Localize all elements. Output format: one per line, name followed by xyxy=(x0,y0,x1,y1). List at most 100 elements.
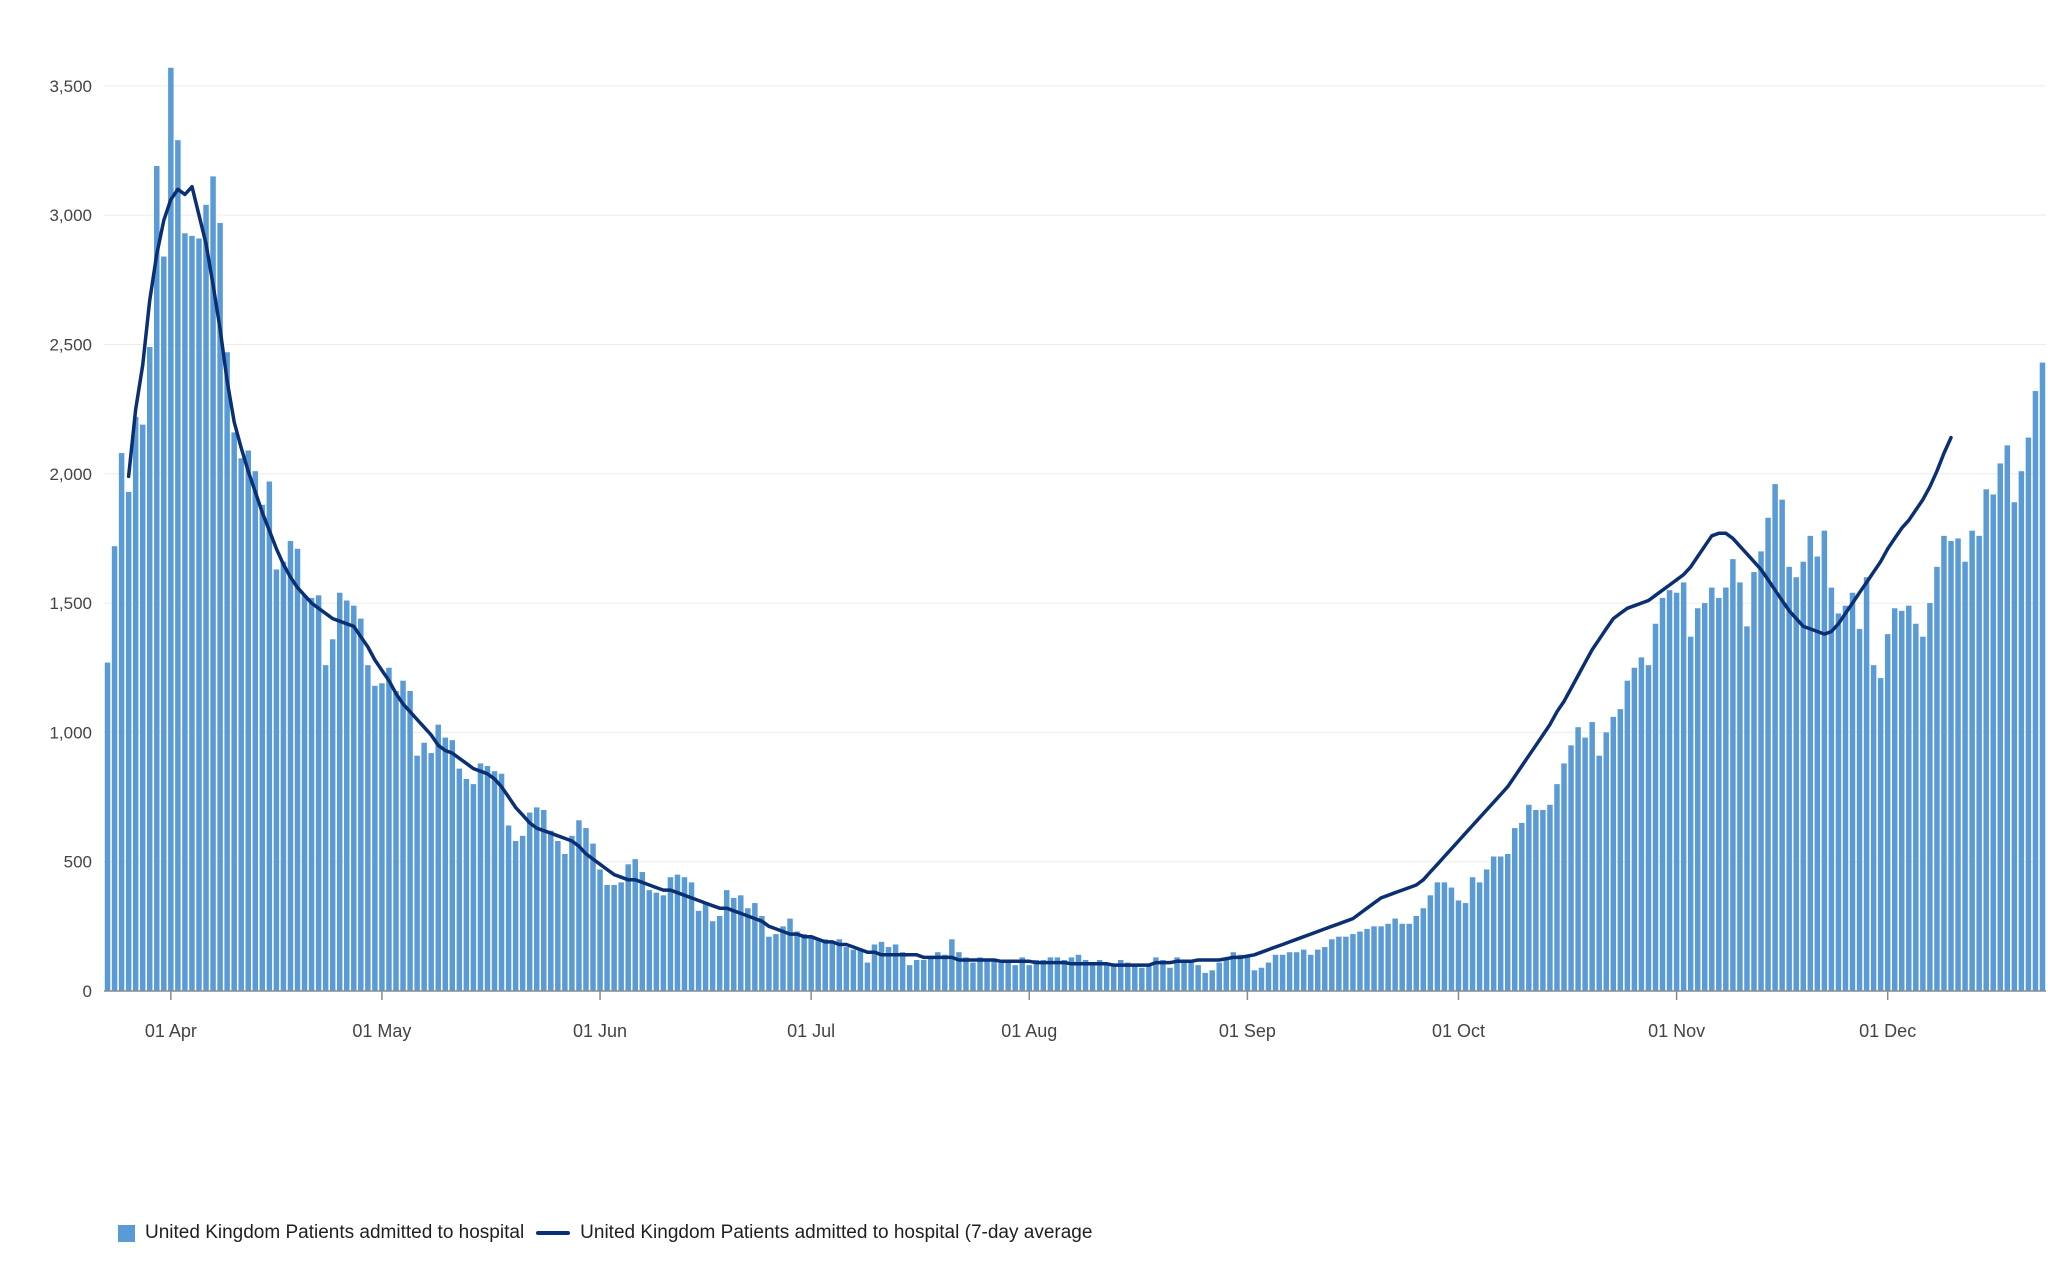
bar[interactable] xyxy=(759,916,765,991)
bar[interactable] xyxy=(1969,530,1975,991)
bar[interactable] xyxy=(1469,877,1476,991)
bar[interactable] xyxy=(104,662,111,991)
bar[interactable] xyxy=(1293,952,1300,991)
bar[interactable] xyxy=(259,504,266,991)
bar[interactable] xyxy=(2004,445,2011,991)
bar[interactable] xyxy=(266,481,273,991)
bar[interactable] xyxy=(1181,962,1187,991)
bar[interactable] xyxy=(752,903,758,991)
bar[interactable] xyxy=(1948,541,1954,991)
bar[interactable] xyxy=(569,835,575,991)
bar[interactable] xyxy=(1779,499,1785,991)
bar[interactable] xyxy=(625,864,631,991)
bar[interactable] xyxy=(913,959,920,991)
bar[interactable] xyxy=(294,548,301,991)
bar[interactable] xyxy=(787,918,793,991)
bar[interactable] xyxy=(1645,665,1652,991)
bar[interactable] xyxy=(372,685,378,991)
bar[interactable] xyxy=(470,784,477,991)
bar[interactable] xyxy=(154,166,160,992)
bar[interactable] xyxy=(1547,804,1553,991)
bar[interactable] xyxy=(1427,895,1434,991)
bar[interactable] xyxy=(533,807,540,991)
bar[interactable] xyxy=(1786,566,1792,991)
bar[interactable] xyxy=(920,959,927,991)
bar[interactable] xyxy=(766,936,772,991)
bar[interactable] xyxy=(773,934,779,991)
bar[interactable] xyxy=(358,618,364,991)
bar[interactable] xyxy=(1638,657,1645,991)
bar[interactable] xyxy=(526,812,533,991)
bar[interactable] xyxy=(484,766,491,991)
bar[interactable] xyxy=(899,952,906,991)
bar[interactable] xyxy=(139,424,146,991)
bar[interactable] xyxy=(512,841,519,991)
bar[interactable] xyxy=(1132,965,1138,991)
bar[interactable] xyxy=(1582,737,1588,991)
bar[interactable] xyxy=(189,235,195,991)
bar[interactable] xyxy=(716,916,723,991)
bar[interactable] xyxy=(1617,709,1624,991)
bar[interactable] xyxy=(1441,882,1448,991)
bar[interactable] xyxy=(1976,535,1982,991)
bar[interactable] xyxy=(2025,437,2032,991)
bar[interactable] xyxy=(1920,636,1926,991)
bar[interactable] xyxy=(1877,678,1884,991)
bar[interactable] xyxy=(1223,957,1230,991)
bar[interactable] xyxy=(1519,822,1525,991)
bar[interactable] xyxy=(1863,577,1870,991)
bar[interactable] xyxy=(1307,954,1314,991)
seven-day-average-line[interactable] xyxy=(126,184,1953,967)
bar[interactable] xyxy=(315,595,322,991)
bar[interactable] xyxy=(857,949,864,991)
bar[interactable] xyxy=(1483,869,1490,991)
bar[interactable] xyxy=(1350,934,1356,991)
bar[interactable] xyxy=(1807,535,1814,991)
bar[interactable] xyxy=(477,763,484,991)
bar[interactable] xyxy=(1336,936,1342,991)
bar[interactable] xyxy=(730,897,737,991)
bar[interactable] xyxy=(1687,636,1694,991)
bar[interactable] xyxy=(1300,949,1307,991)
bar[interactable] xyxy=(414,755,420,991)
bar[interactable] xyxy=(336,592,343,991)
bar[interactable] xyxy=(1533,809,1539,991)
bar[interactable] xyxy=(1139,967,1145,991)
bar[interactable] xyxy=(210,176,216,991)
legend-item-bars[interactable]: United Kingdom Patients admitted to hosp… xyxy=(118,1222,524,1244)
bar[interactable] xyxy=(808,936,814,991)
bar[interactable] xyxy=(365,665,371,991)
bar[interactable] xyxy=(1343,936,1349,991)
bar[interactable] xyxy=(1694,608,1701,991)
bar[interactable] xyxy=(308,597,315,991)
bar[interactable] xyxy=(1744,626,1750,991)
bar[interactable] xyxy=(1448,887,1455,991)
bar[interactable] xyxy=(1800,561,1806,991)
bar[interactable] xyxy=(1497,856,1504,991)
bar[interactable] xyxy=(618,882,624,991)
bar[interactable] xyxy=(1096,959,1103,991)
bar[interactable] xyxy=(505,825,512,991)
bar[interactable] xyxy=(393,691,399,991)
bar[interactable] xyxy=(1624,680,1631,991)
bar[interactable] xyxy=(1230,952,1237,991)
bar[interactable] xyxy=(709,921,716,991)
bar[interactable] xyxy=(1659,597,1666,991)
bar[interactable] xyxy=(1512,828,1518,991)
bar[interactable] xyxy=(1279,954,1286,991)
bar[interactable] xyxy=(1610,716,1617,991)
bar[interactable] xyxy=(1793,577,1799,991)
bar[interactable] xyxy=(203,204,209,992)
bar[interactable] xyxy=(1392,918,1398,991)
bar[interactable] xyxy=(885,947,892,991)
bar[interactable] xyxy=(1258,967,1265,991)
bar[interactable] xyxy=(562,853,568,991)
bar[interactable] xyxy=(963,957,969,991)
bar[interactable] xyxy=(407,691,413,991)
bar[interactable] xyxy=(1110,965,1117,991)
bar[interactable] xyxy=(871,944,878,991)
bar[interactable] xyxy=(1462,903,1469,991)
bar[interactable] xyxy=(2032,391,2039,991)
bar[interactable] xyxy=(1906,605,1912,991)
bar[interactable] xyxy=(1216,962,1222,991)
